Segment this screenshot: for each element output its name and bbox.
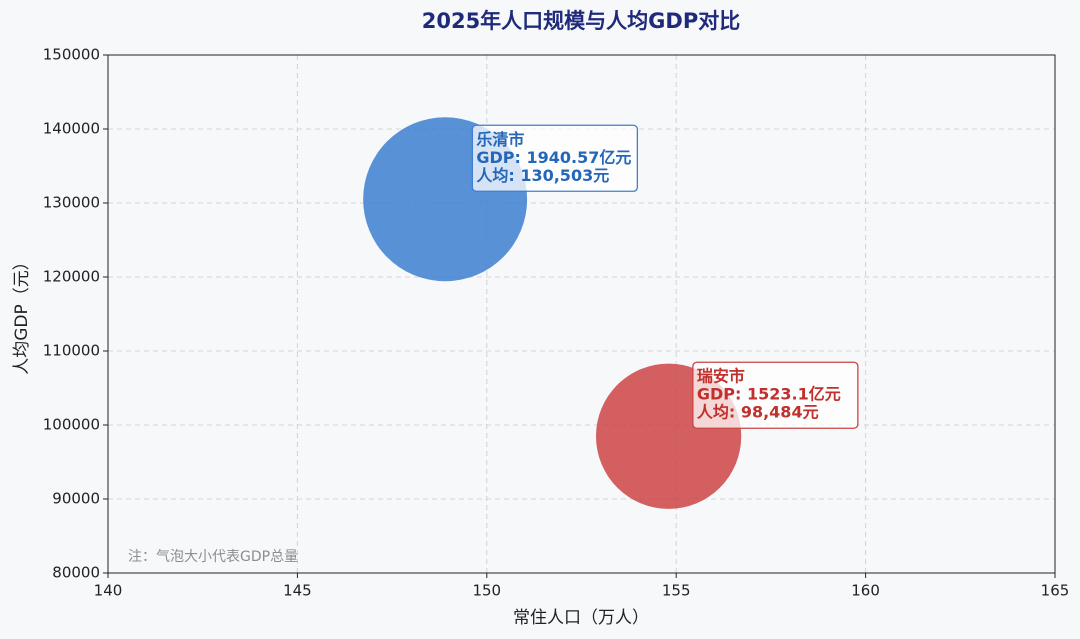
x-tick-label: 155 [662,582,691,600]
y-tick-label: 100000 [43,416,100,434]
plot-frame [107,54,1056,574]
y-tick-label: 80000 [52,564,100,582]
x-axis-label: 常住人口（万人） [513,608,649,628]
annotation-box [692,361,859,429]
y-tick-label: 150000 [43,46,100,64]
y-tick-label: 110000 [43,342,100,360]
x-tick-label: 150 [472,582,501,600]
annotation-per-capita: 人均: 98,484元 [697,403,819,422]
x-tick-label: 160 [851,582,880,600]
annotation-name: 乐清市 [476,130,524,149]
chart-title: 2025年人口规模与人均GDP对比 [422,9,741,33]
y-tick-label: 140000 [43,120,100,138]
annotation-box [471,124,639,192]
plot-area: 80000 90000 100000 110000 120000 130000 140000… [43,46,1070,600]
x-tick-label: 140 [94,582,123,600]
y-tick-label: 90000 [52,490,100,508]
annotation-name: 瑞安市 [697,367,745,386]
y-tick-label: 130000 [43,194,100,212]
x-tick-label: 165 [1041,582,1070,600]
y-axis-label: 人均GDP（元） [12,253,32,375]
annotation-gdp: GDP: 1523.1亿元 [697,385,841,404]
note: 注：气泡大小代表GDP总量 [128,549,298,565]
annotation-per-capita: 人均: 130,503元 [476,166,609,185]
y-tick-label: 120000 [43,268,100,286]
annotation-gdp: GDP: 1940.57亿元 [476,148,631,167]
x-tick-label: 145 [283,582,312,600]
